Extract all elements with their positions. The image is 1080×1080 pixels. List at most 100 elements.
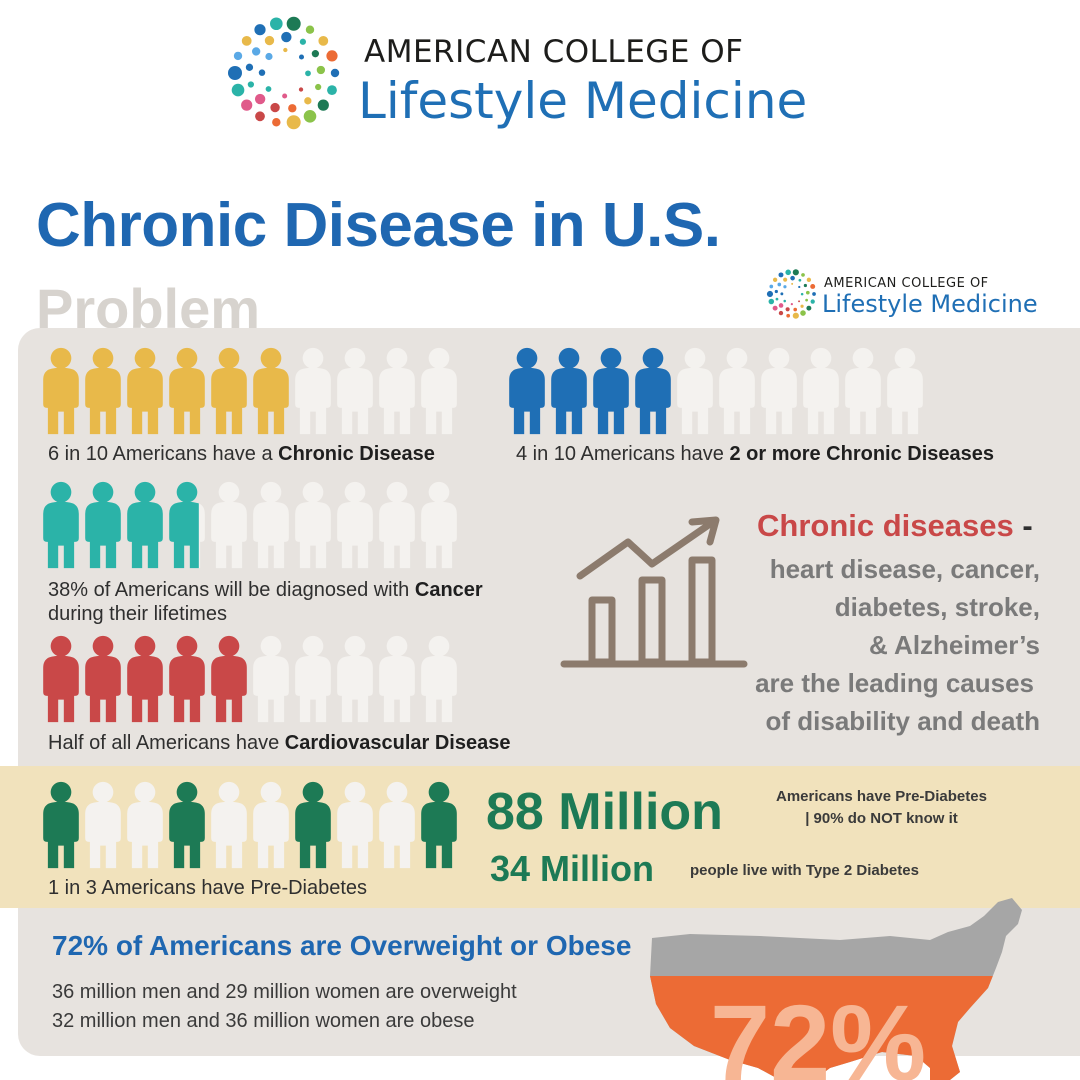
logo-dots-small-icon — [766, 269, 816, 319]
map-percent: 72% — [710, 982, 926, 1080]
person-icon — [803, 347, 839, 435]
person-icon — [379, 481, 415, 569]
person-icon — [295, 347, 331, 435]
logo-dot — [255, 111, 265, 122]
person-icon — [337, 347, 373, 435]
logo-dot — [800, 310, 806, 316]
caption-multiple-text: 4 in 10 Americans have — [516, 443, 730, 465]
logo-dot — [272, 118, 281, 127]
logo-dot — [286, 16, 301, 31]
logo-dot — [786, 313, 791, 318]
person-icon — [295, 481, 331, 569]
person-icon — [421, 781, 457, 869]
logo-dot — [247, 81, 255, 88]
logo-dot — [254, 24, 266, 36]
person-icon — [253, 347, 289, 435]
obesity-line2: 32 million men and 36 million women are … — [52, 1010, 475, 1032]
people-row-cardio — [40, 634, 460, 724]
person-icon — [127, 781, 163, 869]
logo-dot — [298, 54, 305, 60]
logo-dot — [245, 63, 254, 71]
logo-dot — [270, 17, 283, 31]
logo-dot — [265, 52, 273, 61]
chronic-line: heart disease, cancer, — [769, 554, 1040, 584]
logo-dot — [769, 284, 774, 289]
caption-cancer-text: 38% of Americans will be diagnosed with — [48, 579, 415, 601]
logo-dot — [317, 99, 329, 111]
logo-dot — [792, 312, 799, 319]
chronic-line: & Alzheimer’s — [869, 630, 1040, 660]
logo-dot — [806, 305, 812, 311]
person-icon — [85, 481, 121, 569]
logo-dot — [791, 282, 794, 285]
logo-dot — [772, 277, 778, 282]
logo-dot — [812, 292, 816, 296]
person-icon — [211, 781, 247, 869]
logo-dot — [316, 65, 326, 75]
logo-dot — [772, 305, 778, 311]
caption-cancer: 38% of Americans will be diagnosed with … — [48, 578, 483, 626]
person-icon — [887, 347, 923, 435]
logo-dot — [806, 277, 812, 282]
logo-dot — [783, 299, 786, 303]
logo-dot — [785, 269, 791, 276]
logo-dot — [766, 290, 774, 298]
logo-dot — [768, 298, 775, 305]
person-icon — [379, 781, 415, 869]
logo-dot — [231, 83, 245, 97]
person-icon — [169, 481, 205, 569]
caption-cardio: Half of all Americans have Cardiovascula… — [48, 731, 510, 755]
chronic-heading: Chronic diseases - — [757, 508, 1033, 544]
person-icon — [211, 481, 247, 569]
obesity-title: 72% of Americans are Overweight or Obese — [52, 930, 632, 961]
person-icon — [379, 635, 415, 723]
logo-dots-icon — [228, 16, 340, 130]
person-icon — [253, 635, 289, 723]
rising-bar-chart-icon — [560, 516, 748, 668]
person-icon — [169, 635, 205, 723]
logo-dot — [265, 86, 272, 92]
logo-dot — [330, 68, 340, 78]
person-icon — [43, 635, 79, 723]
logo-dot — [311, 50, 320, 58]
chronic-heading-text: Chronic diseases — [757, 508, 1014, 543]
logo-line1: AMERICAN COLLEGE OF — [364, 34, 744, 70]
person-icon — [337, 635, 373, 723]
logo-dot — [264, 35, 275, 46]
caption-chronic-text: 6 in 10 Americans have a — [48, 443, 279, 465]
chronic-body: heart disease, cancer, diabetes, stroke,… — [720, 550, 1040, 740]
person-icon — [295, 635, 331, 723]
logo-dot — [298, 87, 304, 92]
logo-dot — [282, 93, 288, 99]
person-icon — [337, 781, 373, 869]
person-icon — [211, 347, 247, 435]
person-icon — [845, 347, 881, 435]
person-icon — [43, 347, 79, 435]
logo-dot — [305, 25, 315, 34]
person-icon — [421, 347, 457, 435]
obesity-line1: 36 million men and 29 million women are … — [52, 981, 517, 1003]
stat-88-million: 88 Million — [486, 783, 723, 841]
person-icon — [295, 781, 331, 869]
person-icon — [253, 481, 289, 569]
caption-cardio-bold: Cardiovascular Disease — [284, 732, 511, 754]
person-icon — [761, 347, 797, 435]
logo-dot — [254, 93, 266, 105]
logo-dot — [778, 303, 784, 308]
person-icon — [85, 635, 121, 723]
person-icon — [211, 635, 247, 723]
logo-dot — [778, 272, 784, 278]
logo-dot — [778, 310, 784, 316]
logo-dot — [780, 292, 784, 296]
logo-dot — [241, 35, 252, 46]
logo-dot — [286, 115, 301, 130]
person-icon — [127, 347, 163, 435]
logo-dot — [798, 300, 801, 303]
person-icon — [85, 347, 121, 435]
person-icon — [719, 347, 755, 435]
caption-multiple-bold: Chronic Diseases — [820, 443, 995, 465]
small-logo-line1: AMERICAN COLLEGE OF — [824, 276, 989, 291]
small-logo-line2: Lifestyle Medicine — [822, 290, 1038, 318]
logo-dot — [810, 283, 816, 289]
stat-34-million: 34 Million — [490, 848, 655, 889]
